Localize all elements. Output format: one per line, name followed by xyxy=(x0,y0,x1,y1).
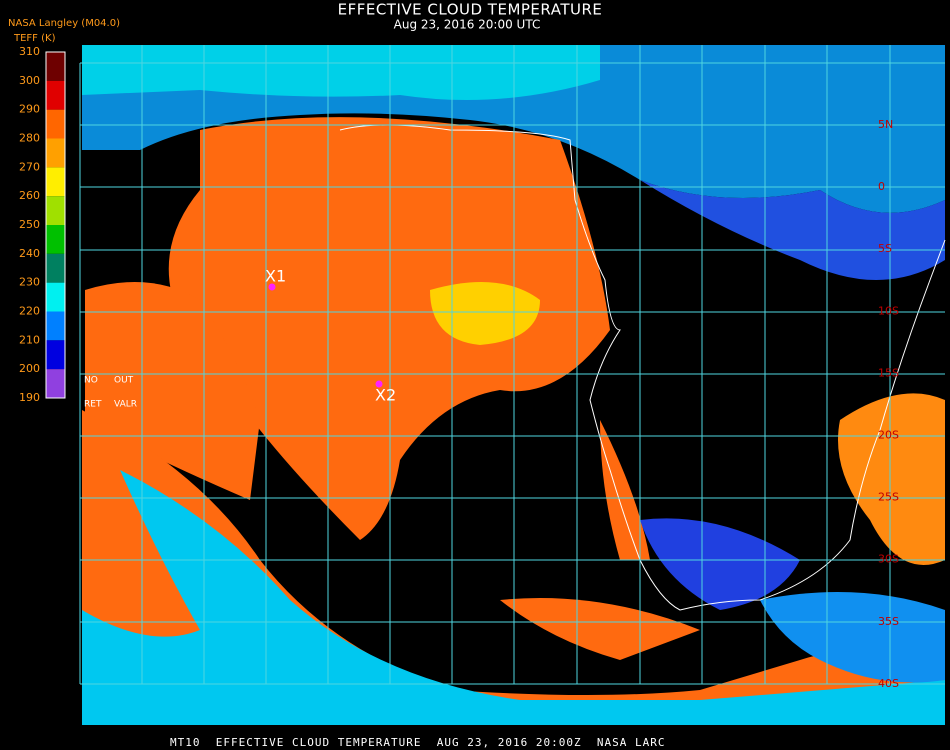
latitude-label: 20S xyxy=(878,429,899,442)
colorbar-tick-label: 310 xyxy=(19,45,40,58)
legend-note: RET xyxy=(84,400,102,410)
colorbar-band xyxy=(46,167,65,197)
source: NASA Langley (M04.0) xyxy=(8,18,120,29)
colorbar-tick-label: 210 xyxy=(19,333,40,346)
cloud-region xyxy=(85,282,260,500)
colorbar-band xyxy=(46,80,65,110)
cloud-band xyxy=(82,470,945,725)
legend-note: OUT xyxy=(114,376,134,386)
colorbar-tick-label: 270 xyxy=(19,160,40,173)
latitude-label: 15S xyxy=(878,366,899,379)
marker-dot xyxy=(375,380,383,388)
colorbar-tick-label: 190 xyxy=(19,391,40,404)
colorbar-tick-label: 240 xyxy=(19,247,40,260)
colorbar-band xyxy=(46,369,65,398)
colorbar-tick-label: 290 xyxy=(19,103,40,116)
marker-label: X2 xyxy=(375,386,396,405)
colorbar-tick-label: 200 xyxy=(19,362,40,375)
colorbar-tick-label: 300 xyxy=(19,74,40,87)
colorbar-band xyxy=(46,340,65,370)
colorbar-band xyxy=(46,311,65,341)
legend-note: NO xyxy=(84,376,98,386)
lat-lon-grid xyxy=(79,45,945,685)
colorbar-band xyxy=(46,109,65,139)
cloud-region xyxy=(500,598,700,660)
cloud-region xyxy=(640,518,800,610)
colorbar-tick-label: 250 xyxy=(19,218,40,231)
colorbar-band xyxy=(46,253,65,283)
cloud-band xyxy=(640,180,945,280)
map-image: X1 X2 xyxy=(79,45,946,725)
cloud-band xyxy=(82,45,600,100)
colorbar-band xyxy=(46,225,65,254)
cloud-region xyxy=(168,117,610,540)
latitude-label: 35S xyxy=(878,615,899,628)
legend-note: VALR xyxy=(114,400,137,410)
marker-dot xyxy=(268,283,276,291)
latitude-label: 30S xyxy=(878,553,899,566)
colorbar: 310 300 290 280 270 260 250 240 230 220 210 200 190 xyxy=(19,45,66,404)
latitude-label: 5S xyxy=(878,242,892,255)
latitude-label: 40S xyxy=(878,677,899,690)
colorbar-band xyxy=(46,138,65,168)
colorbar-band xyxy=(46,196,65,225)
coastline xyxy=(339,124,946,611)
subtitle: Aug 23, 2016 20:00 UTC xyxy=(394,18,541,32)
footer: MT10 EFFECTIVE CLOUD TEMPERATURE AUG 23,… xyxy=(170,736,665,749)
colorbar-band xyxy=(46,282,65,312)
legend-title: TEFF (K) xyxy=(13,33,56,44)
latitude-label: 0 xyxy=(878,180,885,193)
colorbar-tick-label: 230 xyxy=(19,276,40,289)
latitude-label: 5N xyxy=(878,118,893,131)
colorbar-frame xyxy=(45,51,66,399)
colorbar-tick-label: 260 xyxy=(19,189,40,202)
colorbar-tick-label: 220 xyxy=(19,305,40,318)
colorbar-band xyxy=(46,52,65,81)
title: EFFECTIVE CLOUD TEMPERATURE xyxy=(338,1,603,19)
latitude-label: 25S xyxy=(878,491,899,504)
cloud-region xyxy=(600,420,650,560)
latitude-label: 10S xyxy=(878,304,899,317)
latitude-labels: 5N 0 5S 10S 15S 20S 25S 30S 35S 40S xyxy=(878,118,899,690)
colorbar-tick-label: 280 xyxy=(19,132,40,145)
cloud-region xyxy=(430,282,540,345)
cloud-band xyxy=(760,592,945,683)
marker-label: X1 xyxy=(265,267,286,286)
